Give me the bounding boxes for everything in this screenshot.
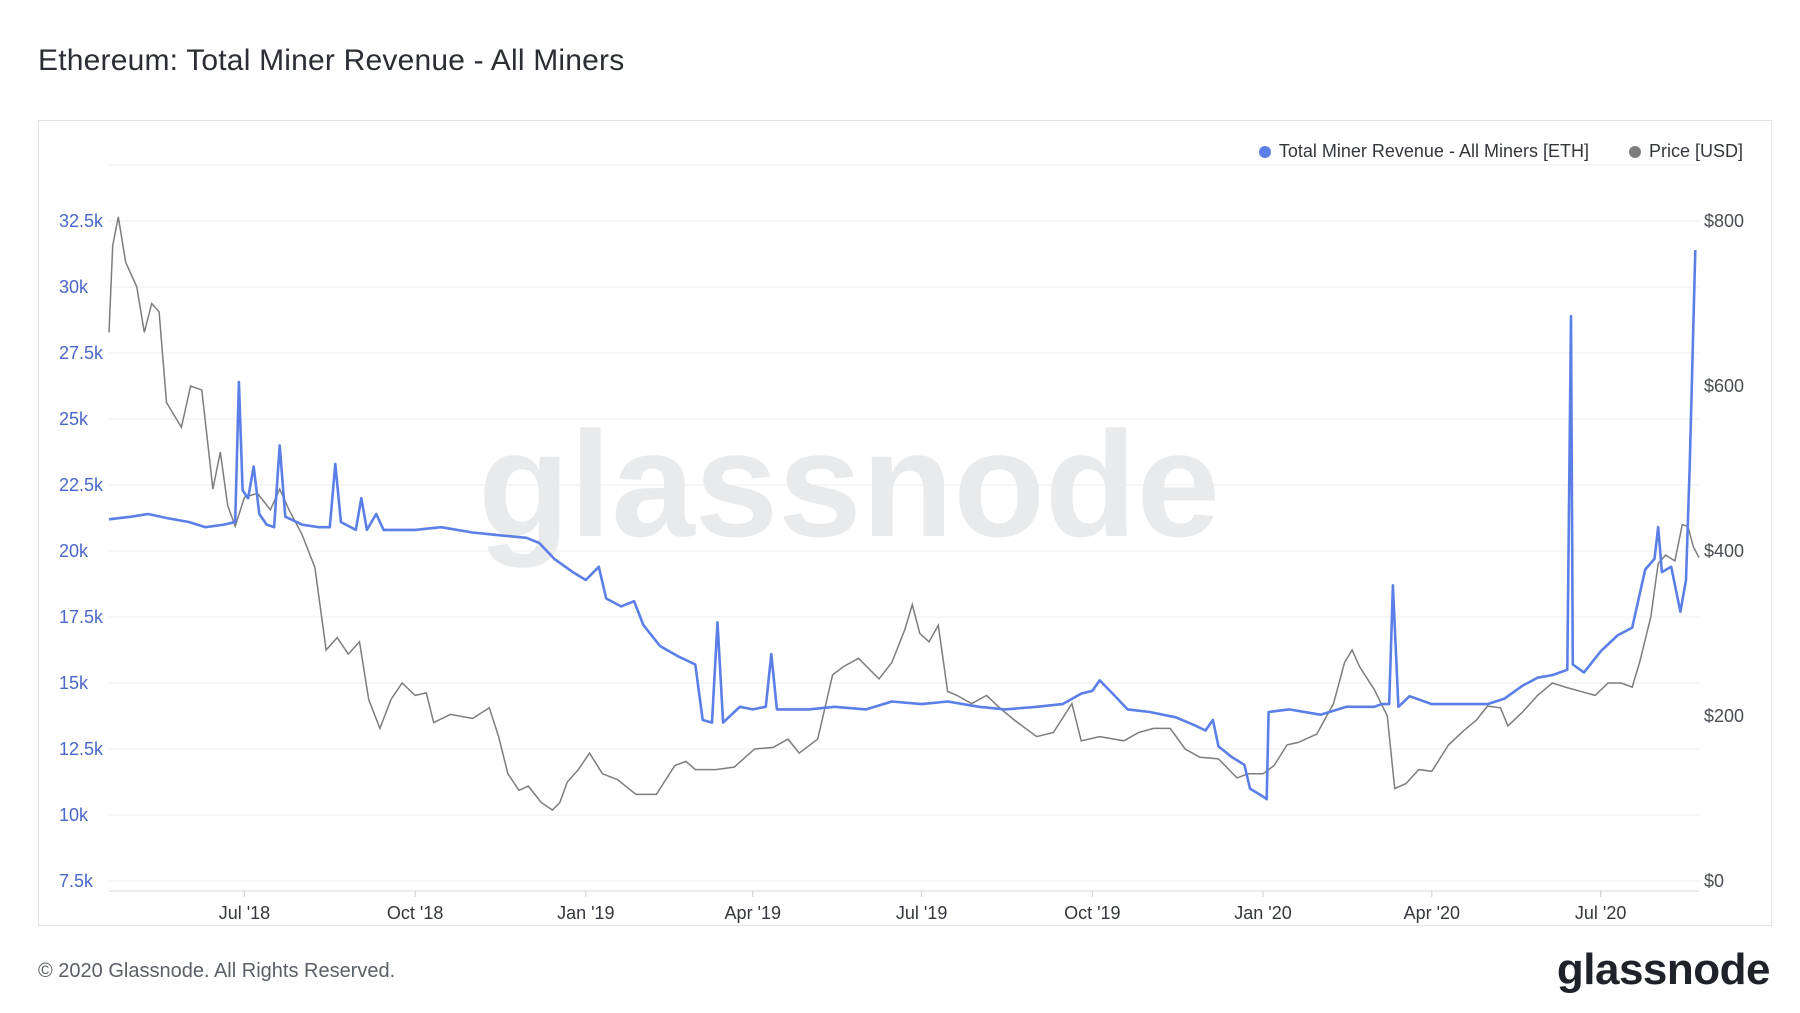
chart-svg: glassnode 7.5k 10k 12.5k 15k 17.5k 20k 22.5k 25… — [59, 164, 1744, 923]
left-tick-label: 32.5k — [59, 211, 104, 231]
page-title: Ethereum: Total Miner Revenue - All Mine… — [38, 44, 625, 77]
right-tick-label: $0 — [1704, 871, 1724, 891]
legend-dot-revenue — [1258, 145, 1271, 158]
watermark: glassnode — [478, 400, 1220, 568]
left-tick-label: 20k — [59, 541, 89, 561]
left-tick-label: 17.5k — [59, 607, 104, 627]
chart-frame: glassnode 7.5k 10k 12.5k 15k 17.5k 20k 22.5k 25… — [38, 120, 1772, 926]
x-tick-label: Jul '20 — [1575, 903, 1626, 923]
revenue-series-line — [108, 249, 1697, 801]
x-tick-label: Jul '18 — [219, 903, 270, 923]
right-tick-label: $200 — [1704, 706, 1744, 726]
copyright-text: © 2020 Glassnode. All Rights Reserved. — [38, 960, 396, 982]
legend: Total Miner Revenue - All Miners [ETH] P… — [1258, 141, 1743, 162]
left-tick-label: 30k — [59, 277, 89, 297]
x-tick-label: Oct '19 — [1064, 903, 1120, 923]
right-axis: $0 $200 $400 $600 $800 — [1704, 211, 1744, 891]
price-series-line — [108, 216, 1700, 811]
left-tick-label: 7.5k — [59, 871, 94, 891]
left-tick-label: 25k — [59, 409, 89, 429]
legend-item-revenue[interactable]: Total Miner Revenue - All Miners [ETH] — [1258, 141, 1589, 162]
right-tick-label: $600 — [1704, 376, 1744, 396]
legend-label-price: Price [USD] — [1648, 141, 1743, 161]
x-tick-label: Jan '20 — [1234, 903, 1291, 923]
left-tick-label: 10k — [59, 805, 89, 825]
left-tick-label: 27.5k — [59, 343, 104, 363]
left-axis: 7.5k 10k 12.5k 15k 17.5k 20k 22.5k 25k 27.5k 30k 3… — [59, 211, 104, 891]
x-tick-label: Jan '19 — [557, 903, 614, 923]
x-tick-label: Oct '18 — [387, 903, 443, 923]
legend-dot-price — [1628, 145, 1641, 158]
x-axis: Jul '18 Oct '18 Jan '19 Apr '19 Jul '19 Oct '… — [109, 890, 1699, 923]
legend-label-revenue: Total Miner Revenue - All Miners [ETH] — [1278, 141, 1589, 161]
x-tick-label: Apr '20 — [1404, 903, 1460, 923]
grid-lines — [109, 164, 1699, 882]
brand-logo: glassnode — [1556, 945, 1771, 994]
right-tick-label: $800 — [1704, 211, 1744, 231]
x-tick-label: Apr '19 — [725, 903, 781, 923]
legend-item-price[interactable]: Price [USD] — [1628, 141, 1743, 162]
left-tick-label: 12.5k — [59, 739, 104, 759]
right-tick-label: $400 — [1704, 541, 1744, 561]
x-tick-label: Jul '19 — [896, 903, 947, 923]
left-tick-label: 22.5k — [59, 475, 104, 495]
left-tick-label: 15k — [59, 673, 89, 693]
